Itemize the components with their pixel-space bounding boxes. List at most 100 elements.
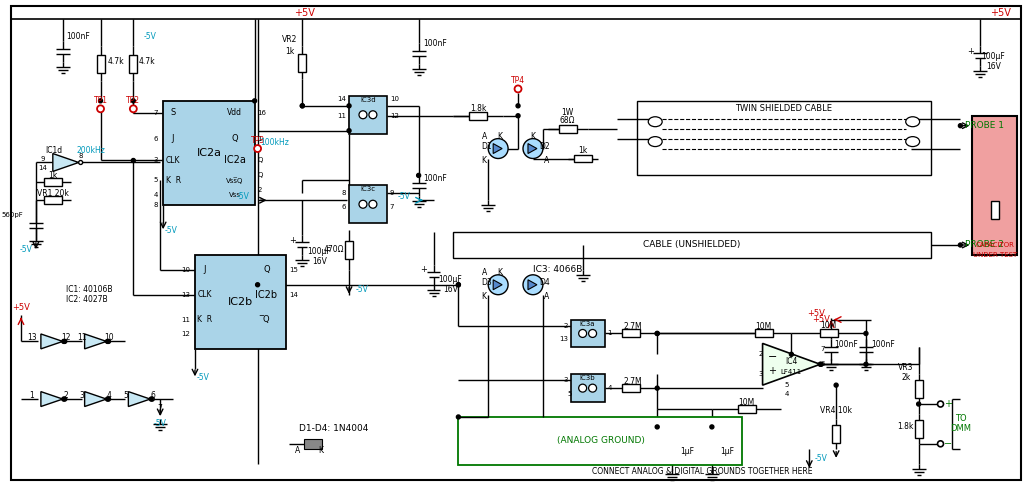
Text: 1k: 1k: [578, 146, 587, 155]
Bar: [570, 374, 604, 402]
Text: VR2: VR2: [282, 35, 298, 44]
Circle shape: [516, 114, 520, 118]
Bar: [914, 420, 922, 438]
Text: 100µF: 100µF: [308, 247, 331, 257]
Text: K  R: K R: [165, 176, 181, 185]
Bar: [637, 101, 931, 175]
Text: TP1: TP1: [93, 96, 108, 105]
Text: IC2b: IC2b: [228, 297, 253, 307]
Text: ̅Q: ̅Q: [264, 315, 270, 324]
Text: CABLE (UNSHIELDED): CABLE (UNSHIELDED): [643, 241, 741, 249]
Circle shape: [656, 331, 659, 335]
Text: VR4 10k: VR4 10k: [820, 406, 853, 416]
Circle shape: [347, 129, 351, 133]
Text: +5V: +5V: [990, 8, 1011, 18]
Circle shape: [62, 339, 66, 344]
Text: TO: TO: [954, 415, 966, 423]
Text: -5V: -5V: [356, 285, 368, 294]
Circle shape: [516, 104, 520, 108]
Text: VR1 20k: VR1 20k: [37, 189, 69, 198]
Bar: [991, 201, 998, 219]
Polygon shape: [128, 392, 150, 406]
Text: 560pF: 560pF: [1, 212, 23, 218]
Circle shape: [515, 86, 521, 92]
Text: 1: 1: [607, 330, 611, 336]
Circle shape: [457, 283, 461, 287]
Text: +: +: [966, 47, 974, 55]
Text: Vss: Vss: [229, 192, 241, 198]
Text: Q: Q: [264, 265, 270, 274]
Text: 200kHz: 200kHz: [76, 146, 105, 155]
Text: IC3a: IC3a: [580, 321, 595, 327]
Circle shape: [656, 331, 659, 335]
Text: 8: 8: [78, 153, 83, 158]
Bar: [914, 380, 922, 398]
Text: 6: 6: [154, 136, 158, 141]
Circle shape: [301, 104, 305, 108]
Text: D1-D4: 1N4004: D1-D4: 1N4004: [300, 424, 368, 434]
Text: 7: 7: [158, 403, 162, 413]
Text: TP2: TP2: [126, 96, 141, 105]
Text: K: K: [530, 132, 536, 141]
Text: 1k: 1k: [285, 47, 294, 55]
Circle shape: [819, 362, 823, 366]
Ellipse shape: [906, 117, 919, 127]
Text: 3: 3: [79, 391, 84, 399]
Circle shape: [106, 397, 110, 401]
Bar: [574, 155, 592, 162]
Circle shape: [301, 104, 305, 108]
Circle shape: [347, 104, 351, 108]
Text: IC4: IC4: [785, 357, 797, 366]
Text: IC2a: IC2a: [196, 148, 222, 158]
Text: 100kHz: 100kHz: [260, 138, 289, 147]
Text: 100nF: 100nF: [834, 340, 858, 349]
Bar: [738, 405, 755, 413]
Text: 1: 1: [258, 136, 262, 141]
Circle shape: [457, 415, 461, 419]
Circle shape: [938, 441, 944, 447]
Circle shape: [131, 99, 135, 103]
Text: VR3: VR3: [898, 363, 913, 372]
Text: K: K: [498, 132, 503, 141]
Text: PROBE 2: PROBE 2: [965, 241, 1004, 249]
Text: 4: 4: [154, 192, 158, 198]
Bar: [349, 185, 387, 223]
Text: 12: 12: [182, 331, 190, 337]
Bar: [345, 241, 353, 259]
Circle shape: [150, 397, 154, 401]
Polygon shape: [84, 334, 107, 349]
Bar: [453, 232, 931, 258]
Polygon shape: [528, 143, 537, 154]
Text: 4.7k: 4.7k: [107, 56, 124, 66]
Text: A: A: [544, 156, 550, 165]
Text: K: K: [319, 446, 324, 455]
Text: 10M: 10M: [755, 322, 772, 331]
Circle shape: [359, 111, 367, 119]
Text: 100nF: 100nF: [871, 340, 895, 349]
Text: 1µF: 1µF: [680, 447, 694, 456]
Text: 2: 2: [758, 351, 762, 357]
Circle shape: [710, 425, 714, 429]
Text: 68Ω: 68Ω: [560, 116, 576, 125]
Bar: [305, 439, 322, 449]
Bar: [129, 54, 137, 72]
Text: -5V: -5V: [19, 245, 33, 255]
Text: -5V: -5V: [144, 32, 157, 41]
Text: 100nF: 100nF: [66, 32, 89, 41]
Text: J: J: [203, 265, 206, 274]
Circle shape: [958, 243, 962, 247]
Text: +5V: +5V: [807, 309, 825, 318]
Text: CLK: CLK: [198, 290, 212, 299]
Circle shape: [834, 383, 838, 387]
Text: −: −: [767, 352, 778, 363]
Circle shape: [369, 111, 377, 119]
Circle shape: [819, 362, 822, 366]
Circle shape: [864, 362, 868, 366]
Text: 1k: 1k: [48, 171, 57, 180]
Text: 10M: 10M: [739, 398, 755, 407]
Text: TP4: TP4: [511, 76, 525, 86]
Bar: [459, 417, 742, 465]
Text: 2k: 2k: [901, 373, 910, 382]
Text: IC2a: IC2a: [224, 156, 245, 166]
Text: A: A: [294, 446, 300, 455]
